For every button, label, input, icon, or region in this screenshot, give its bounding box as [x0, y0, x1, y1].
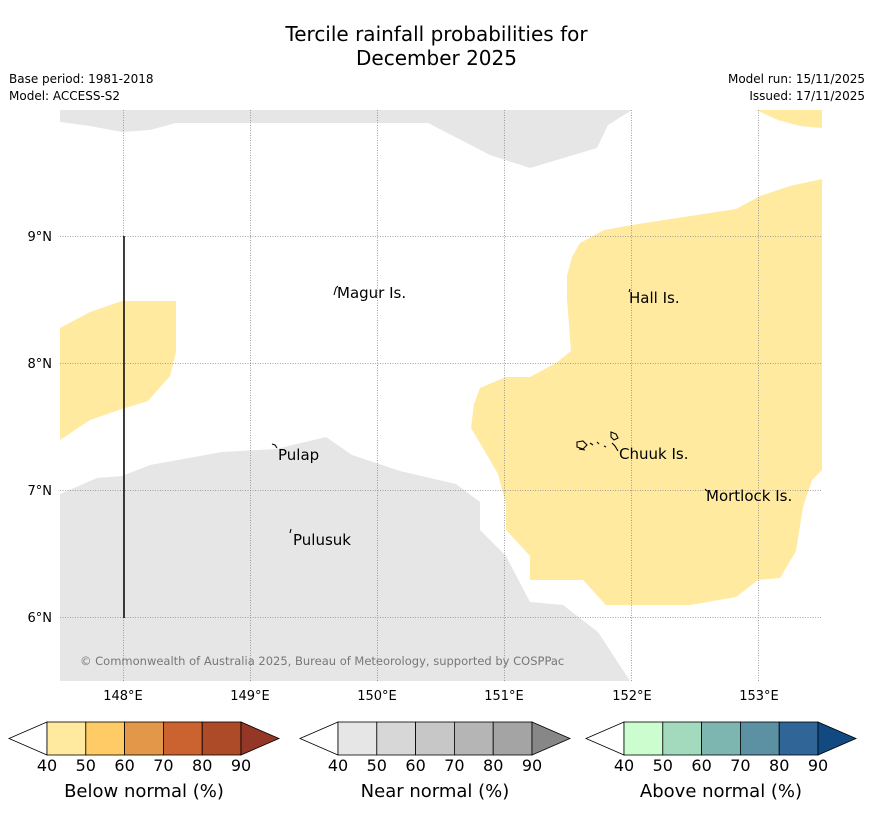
legend-above-normal: 40 50 60 70 80 90	[584, 721, 858, 775]
title-line-1: Tercile rainfall probabilities for	[285, 22, 588, 46]
legend-below-tick-70: 70	[153, 756, 173, 775]
island-pulusuk	[289, 528, 292, 534]
island-mortlock	[704, 488, 708, 492]
legend-above-tick-60: 60	[691, 756, 711, 775]
legend-above-swatch-1	[662, 721, 702, 756]
legend-below-tick-50: 50	[76, 756, 96, 775]
place-label-chuuk: Chuuk Is.	[619, 445, 688, 463]
legend-above-tick-80: 80	[769, 756, 789, 775]
legend-near-label: Near normal (%)	[360, 781, 510, 802]
legend-near-extend-high	[531, 721, 572, 756]
legend-above-tick-90: 90	[808, 756, 828, 775]
model-name: Model: ACCESS-S2	[9, 89, 121, 103]
legend-above-extend-high	[817, 721, 858, 756]
below-normal-region-northeast	[756, 110, 822, 128]
lat-label-6n: 6°N	[28, 611, 53, 626]
below-normal-region-east	[471, 179, 822, 605]
lat-label-7n: 7°N	[28, 484, 53, 499]
legend-below-normal: 40 50 60 70 80 90	[7, 721, 281, 775]
island-outlines	[271, 285, 708, 534]
island-hall	[628, 288, 631, 293]
meta-left: Base period: 1981-2018 Model: ACCESS-S2	[9, 71, 154, 105]
legend-below-extend-low	[7, 721, 48, 756]
place-label-hall: Hall Is.	[629, 289, 680, 307]
legend-below-extend-high	[240, 721, 281, 756]
near-normal-region-south	[60, 437, 630, 681]
base-period: Base period: 1981-2018	[9, 72, 154, 86]
legend-near-swatch-2	[415, 721, 455, 756]
legend-near-extend-low	[298, 721, 339, 756]
place-label-pulap: Pulap	[278, 446, 319, 464]
lon-label-153: 153°E	[739, 689, 779, 704]
lon-label-151: 151°E	[484, 689, 524, 704]
legend-below-label: Below normal (%)	[64, 781, 224, 802]
legend-below-tick-40: 40	[37, 756, 57, 775]
title-line-2: December 2025	[356, 46, 517, 70]
map-area: Magur Is. Hall Is. Pulap Chuuk Is. Mortl…	[60, 110, 822, 681]
island-magur	[333, 285, 339, 296]
legend-near-swatch-3	[453, 721, 494, 756]
island-pulap	[271, 443, 278, 449]
lat-label-8n: 8°N	[28, 357, 53, 372]
island-chuuk-lagoon	[576, 431, 619, 452]
legend-above-swatch-2	[701, 721, 741, 756]
legend-above-extend-low	[584, 721, 625, 756]
legend-near-tick-90: 90	[522, 756, 542, 775]
legend-near-tick-50: 50	[367, 756, 387, 775]
place-label-magur: Magur Is.	[337, 284, 406, 302]
legend-above-swatch-3	[740, 721, 780, 756]
legend-above-label: Above normal (%)	[639, 781, 803, 802]
legend-near-swatch-4	[492, 721, 533, 756]
lon-axis-labels: 148°E 149°E 150°E 151°E 152°E 153°E	[103, 689, 779, 704]
issued-date: Issued: 17/11/2025	[749, 89, 865, 103]
legend-near-swatch-0	[337, 721, 378, 756]
legend-below-tick-60: 60	[114, 756, 134, 775]
legend-below-swatch-4	[201, 721, 242, 756]
model-run: Model run: 15/11/2025	[727, 72, 865, 86]
legend-above-swatch-0	[623, 721, 664, 756]
place-label-mortlock: Mortlock Is.	[706, 487, 792, 505]
legend-below-swatch-2	[124, 721, 164, 756]
legend-below-tick-80: 80	[192, 756, 212, 775]
legend-near-tick-40: 40	[328, 756, 348, 775]
legend-below-swatch-3	[162, 721, 203, 756]
legend-near-swatch-1	[376, 721, 416, 756]
legend-above-swatch-4	[778, 721, 819, 756]
legend-near-tick-60: 60	[405, 756, 425, 775]
near-normal-region-north	[60, 110, 632, 168]
lon-label-152: 152°E	[612, 689, 652, 704]
lat-label-9n: 9°N	[28, 230, 53, 245]
lat-axis-labels: 9°N 8°N 7°N 6°N	[28, 230, 53, 626]
copyright-text: © Commonwealth of Australia 2025, Bureau…	[80, 654, 564, 668]
legend-below-swatch-1	[85, 721, 126, 756]
below-normal-region-west	[60, 301, 176, 440]
legend-below-tick-90: 90	[231, 756, 251, 775]
lon-label-150: 150°E	[357, 689, 397, 704]
place-label-pulusuk: Pulusuk	[293, 531, 351, 549]
legend-above-tick-40: 40	[614, 756, 634, 775]
legend-near-normal: 40 50 60 70 80 90	[298, 721, 572, 775]
meta-right: Model run: 15/11/2025 Issued: 17/11/2025	[728, 71, 865, 105]
lon-label-148: 148°E	[103, 689, 143, 704]
legend-below-swatch-0	[46, 721, 87, 756]
legend-above-tick-50: 50	[653, 756, 673, 775]
map-title: Tercile rainfall probabilities for Decem…	[0, 22, 873, 70]
legend-near-tick-80: 80	[483, 756, 503, 775]
legend-near-tick-70: 70	[444, 756, 464, 775]
legend-above-tick-70: 70	[730, 756, 750, 775]
lon-label-149: 149°E	[230, 689, 270, 704]
